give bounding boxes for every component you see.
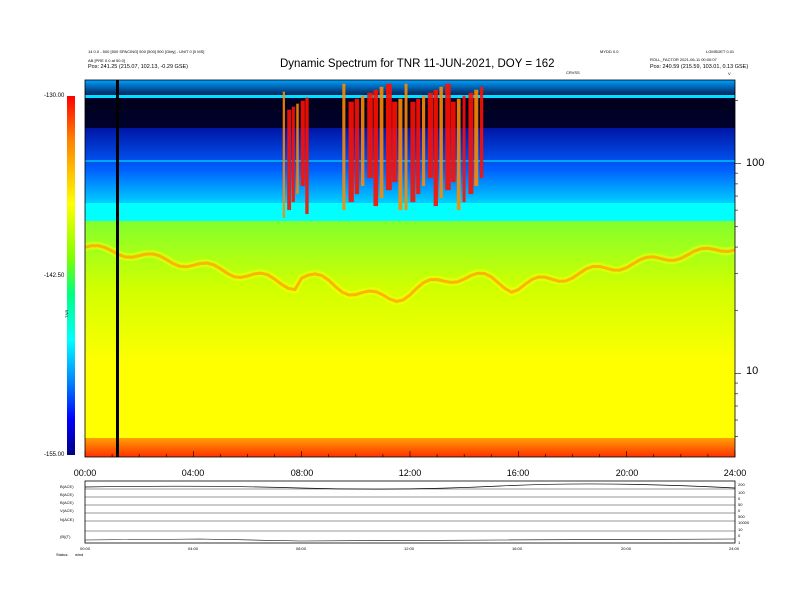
bottom-row-label: (B)(T) xyxy=(60,534,71,539)
burst-segment xyxy=(474,89,479,187)
burst-segment xyxy=(433,89,438,207)
burst-segment xyxy=(354,98,360,195)
burst-segment xyxy=(410,101,416,203)
cyan-line xyxy=(85,95,735,98)
bottom-right-tick: 500 xyxy=(738,514,745,519)
bottom-panel-frame xyxy=(84,480,736,544)
burst-segment xyxy=(439,86,443,199)
bottom-band xyxy=(85,438,735,457)
cyan-line xyxy=(85,160,735,162)
emission-band-line xyxy=(85,244,735,303)
bottom-right-tick: 0 xyxy=(738,496,741,501)
x-tick-label: 20:00 xyxy=(615,468,639,478)
burst-segment xyxy=(342,83,346,211)
colorbar-tick: -130.00 xyxy=(44,93,65,99)
colorbar xyxy=(67,96,75,455)
x-tick-label: 16:00 xyxy=(506,468,530,478)
x-ticks-group xyxy=(84,451,736,457)
burst-segment xyxy=(287,109,292,211)
bottom-x-tick: 24:00 xyxy=(729,546,740,551)
burst-segment xyxy=(296,103,299,195)
header-top-right-small: LGMSDET 0.01 xyxy=(706,49,735,54)
emission-band-glow xyxy=(85,241,735,306)
cyan-band xyxy=(85,203,735,221)
bottom-x-tick: 20:00 xyxy=(621,546,632,551)
header-right-line3: Pos: 240.59 (215.59, 103.01, 0.13 GSE) xyxy=(650,64,749,70)
bottom-right-tick: 10 xyxy=(738,527,743,532)
bottom-row-label: N(ACE) xyxy=(60,517,74,522)
footer-wind-label: wind xyxy=(75,552,84,557)
bottom-panel xyxy=(84,480,736,544)
burst-segment xyxy=(305,97,309,215)
burst-segment xyxy=(427,92,434,179)
header-corner-v: V xyxy=(728,71,731,76)
x-tick-label: 08:00 xyxy=(290,468,314,478)
burst-segment xyxy=(462,95,466,203)
burst-segment xyxy=(468,92,474,195)
bottom-x-tick: 04:00 xyxy=(188,546,199,551)
spectrum-top-region xyxy=(85,80,735,208)
colorbar-tick: -155.00 xyxy=(44,452,65,458)
header-left-line3: Pos: 241.25 (215.07, 102.13, -0.29 GSE) xyxy=(88,64,188,70)
bottom-right-tick: 100 xyxy=(738,490,745,495)
footer-status-label: Status: xyxy=(56,552,69,557)
burst-segment xyxy=(367,92,373,179)
burst-segment xyxy=(445,83,451,191)
colorbar-label: TNR xyxy=(64,309,69,318)
x-tick-label: 12:00 xyxy=(398,468,422,478)
bottom-right-tick: 0 xyxy=(738,508,741,513)
burst-segment xyxy=(385,83,392,191)
burst-segment xyxy=(291,106,295,203)
bottom-x-tick: 00:00 xyxy=(80,546,91,551)
bottom-x-tick: 16:00 xyxy=(512,546,523,551)
bottom-row-label: B(ACE) xyxy=(60,484,74,489)
bottom-right-tick: 10000 xyxy=(738,520,750,525)
burst-segment xyxy=(404,83,408,211)
burst-segment xyxy=(360,95,365,187)
burst-segment xyxy=(282,91,285,219)
x-tick-label: 04:00 xyxy=(181,468,205,478)
bottom-row-label: B(ACE) xyxy=(60,492,74,497)
data-gap-line xyxy=(116,80,119,457)
burst-segment xyxy=(348,101,354,203)
header-right-line2: ROLL_FACTOR 2021-06-11 00:00:07 xyxy=(650,57,717,62)
bursts-group xyxy=(282,83,484,219)
chart-title: Dynamic Spectrum for TNR 11-JUN-2021, DO… xyxy=(280,58,555,70)
burst-segment xyxy=(373,89,379,207)
bottom-right-tick: 200 xyxy=(738,482,745,487)
bottom-x-tick: 12:00 xyxy=(404,546,415,551)
burst-segment xyxy=(421,95,426,187)
burst-segment xyxy=(456,98,461,211)
burst-segment xyxy=(451,101,456,183)
header-mid-label: CRVSS xyxy=(566,70,580,75)
burst-segment xyxy=(416,98,421,195)
header-left-line2: AB [PRE 0.0 at 50.0] xyxy=(88,58,125,63)
bottom-right-tick: 1 xyxy=(738,540,741,545)
burst-segment xyxy=(392,101,398,183)
colorbar-tick: -142.50 xyxy=(44,273,65,279)
bottom-x-tick: 08:00 xyxy=(296,546,307,551)
top-dark-band xyxy=(85,100,735,128)
burst-segment xyxy=(379,86,384,199)
bottom-row-label: B(ACE) xyxy=(60,500,74,505)
burst-segment xyxy=(480,86,484,179)
burst-segment xyxy=(398,98,403,211)
burst-segment xyxy=(300,100,305,187)
header-left-line1: 14 0.0 - 500 [500 SPACING] 500 [500] 500… xyxy=(88,49,205,54)
y-tick-label: 100 xyxy=(746,157,765,169)
bottom-row-label: V(ACE) xyxy=(60,508,74,513)
bottom-trace xyxy=(84,538,736,542)
bottom-right-tick: 0 xyxy=(738,533,741,538)
header-top-center-small: MYDD 0.0 xyxy=(600,49,619,54)
x-tick-label: 24:00 xyxy=(723,468,747,478)
bottom-right-tick: 50 xyxy=(738,502,743,507)
bottom-trace xyxy=(84,483,736,490)
y-tick-label: 10 xyxy=(746,365,759,377)
x-tick-label: 00:00 xyxy=(73,468,97,478)
y-ticks-group xyxy=(735,100,741,437)
